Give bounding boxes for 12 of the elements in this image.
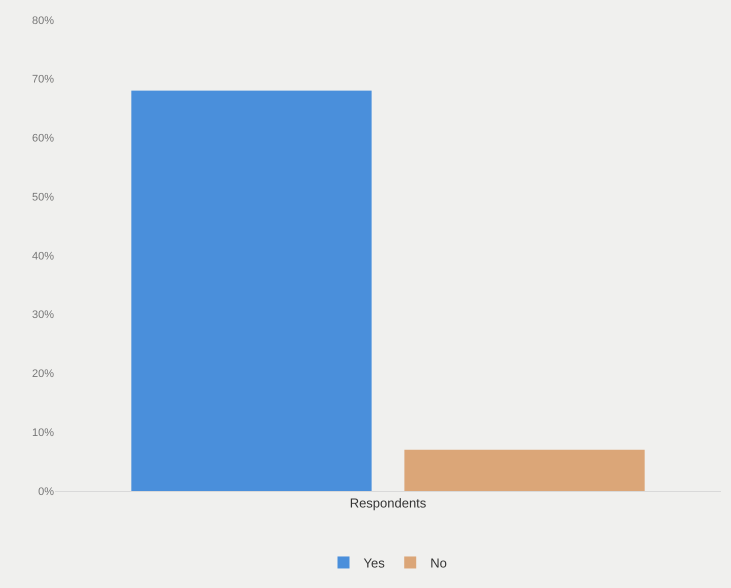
y-tick-label: 0%: [38, 486, 54, 498]
legend-label: No: [430, 556, 447, 571]
y-tick-label: 70%: [32, 74, 54, 86]
x-tick-label: Respondents: [350, 496, 427, 511]
y-tick-label: 50%: [32, 191, 54, 204]
y-tick-label: 20%: [32, 368, 54, 380]
y-tick-label: 60%: [32, 132, 54, 145]
y-tick-label: 80%: [32, 14, 54, 27]
y-tick-label: 10%: [32, 426, 54, 439]
y-tick-label: 40%: [32, 250, 54, 262]
legend-label: Yes: [364, 556, 386, 571]
y-tick-label: 30%: [32, 309, 54, 322]
